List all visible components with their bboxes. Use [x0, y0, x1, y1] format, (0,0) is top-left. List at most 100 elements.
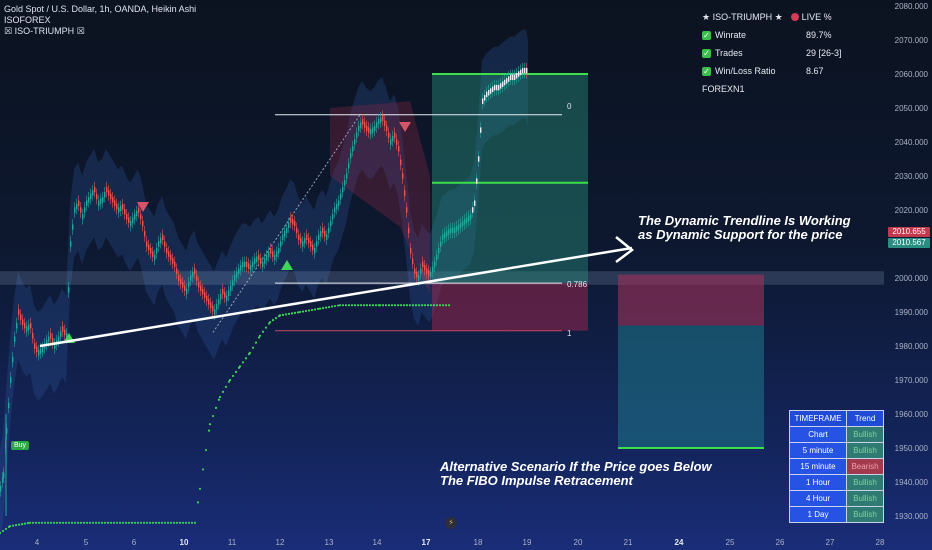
candle	[308, 237, 310, 244]
trailing-stop-dot	[261, 330, 265, 333]
candle	[182, 282, 184, 288]
candle	[184, 285, 186, 291]
trailing-stop-dot	[82, 521, 86, 524]
trailing-stop-dot	[31, 521, 35, 524]
trailing-stop-dot	[109, 521, 113, 524]
candle	[442, 234, 444, 240]
candle	[322, 227, 324, 234]
trailing-stop-dot	[414, 304, 418, 307]
trailing-stop-dot	[201, 468, 205, 471]
price-tick-label: 1950.000	[894, 444, 928, 453]
candle	[222, 288, 224, 295]
trailing-stop-dot	[154, 521, 158, 524]
trailing-stop-dot	[145, 521, 149, 524]
candle	[62, 326, 64, 332]
trailing-stop-dot	[160, 521, 164, 524]
candle	[340, 193, 342, 200]
candle	[336, 203, 338, 210]
indicator-iso-triumph[interactable]: ☒ ISO-TRIUMPH ☒	[4, 26, 85, 36]
trailing-stop-dot	[207, 429, 211, 432]
candle	[114, 200, 116, 206]
candle	[266, 254, 268, 261]
fib-label-0: 0	[567, 102, 572, 111]
trailing-stop-dot	[4, 527, 8, 531]
trailing-stop-dot	[175, 521, 179, 524]
candle	[410, 248, 412, 254]
trailing-stop-dot	[169, 521, 173, 524]
trailing-stop-dot	[118, 521, 122, 524]
candle	[390, 139, 392, 145]
candle	[272, 251, 274, 257]
price-tick-label: 2060.000	[894, 70, 928, 79]
candle	[188, 282, 190, 288]
candle	[470, 214, 472, 220]
trailing-stop-dot	[423, 304, 427, 307]
candle	[480, 127, 482, 133]
time-tick-label: 25	[725, 538, 735, 547]
alt-position-loss	[618, 274, 764, 326]
trailing-stop-dot	[151, 521, 155, 524]
candle	[290, 217, 292, 223]
candle	[494, 84, 496, 91]
candle	[42, 346, 44, 353]
candle	[354, 139, 356, 145]
table-header-trend: Trend	[846, 410, 884, 427]
candle	[334, 207, 336, 213]
long-position-loss	[432, 283, 588, 331]
trailing-stop-dot	[124, 521, 128, 524]
trailing-stop-dot	[321, 306, 325, 310]
table-row: 15 minute Bearish	[789, 458, 884, 475]
tradingview-logo-icon[interactable]: ⚡	[445, 517, 457, 529]
timeframe-cell: Chart	[789, 426, 847, 443]
trailing-stop-dot	[234, 370, 238, 373]
trailing-stop-dot	[293, 311, 297, 314]
trailing-stop-dot	[438, 304, 442, 307]
dynamic-trendline-arrow	[39, 246, 633, 348]
candle	[462, 220, 464, 227]
price-axis[interactable]: 2080.000 2070.000 2060.000 2050.000 2040.000…	[884, 0, 932, 550]
candle	[510, 74, 512, 81]
candle	[96, 193, 98, 200]
trailing-stop-dot	[196, 501, 200, 504]
candle	[482, 98, 484, 104]
candle	[106, 186, 108, 193]
candle	[60, 331, 62, 337]
candle	[380, 117, 382, 123]
buy-signal-triangle-icon	[281, 260, 293, 270]
stats-row-winloss: ✓ Win/Loss Ratio 8.67	[702, 62, 852, 80]
candle	[240, 265, 242, 271]
candle	[466, 217, 468, 223]
candle	[516, 72, 518, 79]
candle	[214, 309, 216, 315]
trailing-stop-dot	[204, 448, 208, 452]
trailing-stop-dot	[26, 522, 30, 525]
trend-cell: Bullish	[846, 474, 884, 491]
candle	[522, 67, 524, 74]
candle	[416, 271, 418, 278]
trailing-stop-dot	[172, 521, 176, 524]
candle	[246, 261, 248, 268]
candle	[174, 261, 176, 268]
trailing-stop-dot	[441, 304, 445, 307]
candle	[66, 333, 68, 339]
symbol-title[interactable]: Gold Spot / U.S. Dollar, 1h, OANDA, Heik…	[4, 4, 197, 14]
trailing-stop-dot	[28, 521, 32, 524]
candle	[342, 186, 344, 193]
candle	[382, 115, 384, 121]
trailing-stop-dot	[307, 309, 311, 312]
trailing-stop-dot	[58, 521, 62, 524]
candle	[192, 271, 194, 278]
candle	[420, 268, 422, 274]
candle	[34, 343, 36, 349]
candle	[446, 231, 448, 237]
chart-legend: Gold Spot / U.S. Dollar, 1h, OANDA, Heik…	[4, 4, 196, 37]
indicator-isoforex[interactable]: ISOFOREX	[4, 15, 51, 25]
trailing-stop-dot	[327, 305, 331, 309]
candle	[256, 256, 258, 263]
trailing-stop-dot	[290, 312, 294, 315]
trailing-stop-dot	[103, 521, 107, 524]
candle	[504, 79, 506, 86]
candle	[312, 244, 314, 251]
candle	[360, 122, 362, 128]
